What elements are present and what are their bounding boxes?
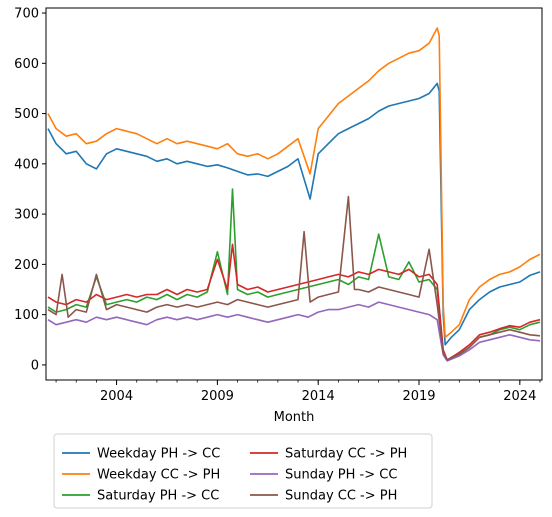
x-tick-label: 2004 bbox=[100, 389, 133, 404]
plot-frame bbox=[45, 7, 543, 381]
y-tick-label: 500 bbox=[14, 107, 39, 122]
y-tick-label: 0 bbox=[31, 358, 39, 373]
y-axis: 0 100 200 300 400 500 600 700 bbox=[14, 7, 46, 373]
legend: Weekday PH -> CC Weekday CC -> PH Saturday… bbox=[53, 433, 433, 509]
series-lines bbox=[47, 27, 541, 362]
y-tick-label: 300 bbox=[14, 208, 39, 223]
legend-items: Weekday PH -> CC Weekday CC -> PH Saturday… bbox=[62, 447, 407, 504]
series-line-2 bbox=[47, 27, 541, 339]
series-line-6 bbox=[47, 195, 541, 361]
x-tick-label: 2009 bbox=[201, 389, 234, 404]
x-axis: 2004 2009 2014 2019 2024 bbox=[55, 380, 541, 404]
legend-label: Weekday CC -> PH bbox=[97, 468, 220, 483]
legend-label: Sunday PH -> CC bbox=[285, 468, 397, 483]
legend-label: Saturday PH -> CC bbox=[97, 489, 219, 504]
y-tick-label: 600 bbox=[14, 57, 39, 72]
legend-label: Saturday CC -> PH bbox=[285, 447, 407, 462]
series-line-5 bbox=[47, 301, 541, 362]
series-line-1 bbox=[47, 82, 541, 346]
y-tick-label: 100 bbox=[14, 308, 39, 323]
legend-label: Sunday CC -> PH bbox=[285, 489, 397, 504]
legend-label: Weekday PH -> CC bbox=[97, 447, 220, 462]
y-tick-label: 200 bbox=[14, 258, 39, 273]
x-tick-label: 2014 bbox=[302, 389, 335, 404]
x-tick-label: 2019 bbox=[402, 389, 435, 404]
y-tick-label: 400 bbox=[14, 157, 39, 172]
legend-frame bbox=[53, 433, 433, 509]
series-line-4 bbox=[47, 243, 541, 361]
series-line-3 bbox=[47, 188, 541, 361]
x-tick-label: 2024 bbox=[503, 389, 536, 404]
x-axis-label: Month bbox=[274, 410, 315, 425]
y-tick-label: 700 bbox=[14, 7, 39, 22]
